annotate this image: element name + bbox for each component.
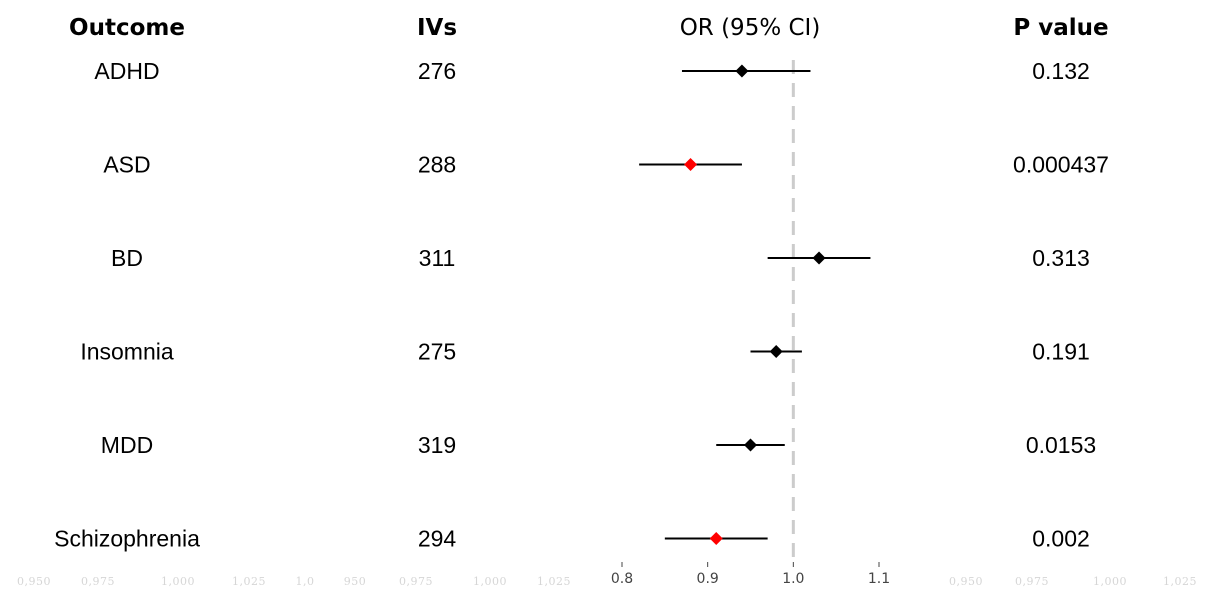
or-point [744, 438, 757, 452]
forest-row-adhd: ADHD 276 0.132 [94, 58, 1089, 84]
forest-row-insomnia: Insomnia 275 0.191 [80, 339, 1089, 365]
x-tick-label: 0.8 [611, 571, 633, 587]
outcome-label: BD [111, 245, 143, 271]
or-point [769, 345, 783, 358]
ivs-value: 311 [419, 245, 456, 271]
faint-tick-label: 0,975 [399, 575, 433, 588]
ivs-value: 319 [418, 432, 456, 458]
outcome-label: Schizophrenia [54, 526, 200, 552]
faint-tick-label: 1,000 [161, 575, 195, 588]
p-value: 0.002 [1032, 526, 1090, 552]
or-point [684, 158, 698, 171]
or-point [812, 251, 826, 265]
faint-tick-label: 0,975 [81, 575, 115, 588]
or-point [709, 532, 723, 545]
forest-rows: ADHD 276 0.132 ASD 288 0.000437 BD 311 0.313 Inso… [54, 58, 1109, 552]
faint-tick-label: 950 [344, 575, 367, 588]
faint-tick-label: 1,000 [1093, 575, 1127, 588]
ivs-value: 276 [418, 58, 456, 84]
outcome-label: ADHD [94, 58, 159, 84]
header-outcome: Outcome [69, 15, 185, 41]
p-value: 0.000437 [1013, 152, 1109, 178]
faint-tick-label: 1,025 [232, 575, 266, 588]
faint-tick-label: 1,025 [537, 575, 571, 588]
faint-tick-label: 0,950 [17, 575, 51, 588]
x-axis: 0.8 0.9 1.0 1.1 [611, 562, 890, 587]
p-value: 0.313 [1032, 245, 1090, 271]
faint-tick-label: 0,975 [1015, 575, 1049, 588]
ivs-value: 275 [418, 339, 456, 365]
ivs-value: 294 [418, 526, 457, 552]
p-value: 0.0153 [1026, 432, 1096, 458]
x-tick-label: 1.1 [868, 571, 890, 587]
faint-tick-label: 1,025 [1163, 575, 1197, 588]
faint-tick-label: 0,950 [949, 575, 983, 588]
x-tick-label: 1.0 [782, 571, 804, 587]
forest-row-bd: BD 311 0.313 [111, 245, 1090, 271]
faint-tick-label: 1,000 [473, 575, 507, 588]
outcome-label: ASD [103, 152, 150, 178]
forest-row-mdd: MDD 319 0.0153 [101, 432, 1096, 458]
header-ivs: IVs [417, 15, 457, 41]
x-tick-label: 0.9 [697, 571, 719, 587]
forest-row-schizophrenia: Schizophrenia 294 0.002 [54, 526, 1090, 552]
p-value: 0.132 [1032, 58, 1090, 84]
ivs-value: 288 [418, 152, 456, 178]
faint-tick-label: 1,0 [296, 575, 315, 588]
header-p-value: P value [1013, 15, 1108, 41]
or-point [735, 64, 749, 78]
header-or: OR (95% CI) [680, 15, 821, 41]
outcome-label: MDD [101, 432, 153, 458]
faint-axis-labels: 0,950 0,975 1,000 1,025 1,0 950 0,975 1,000 1,02… [17, 575, 1197, 588]
outcome-label: Insomnia [80, 339, 174, 365]
forest-row-asd: ASD 288 0.000437 [103, 152, 1109, 178]
p-value: 0.191 [1032, 339, 1090, 365]
